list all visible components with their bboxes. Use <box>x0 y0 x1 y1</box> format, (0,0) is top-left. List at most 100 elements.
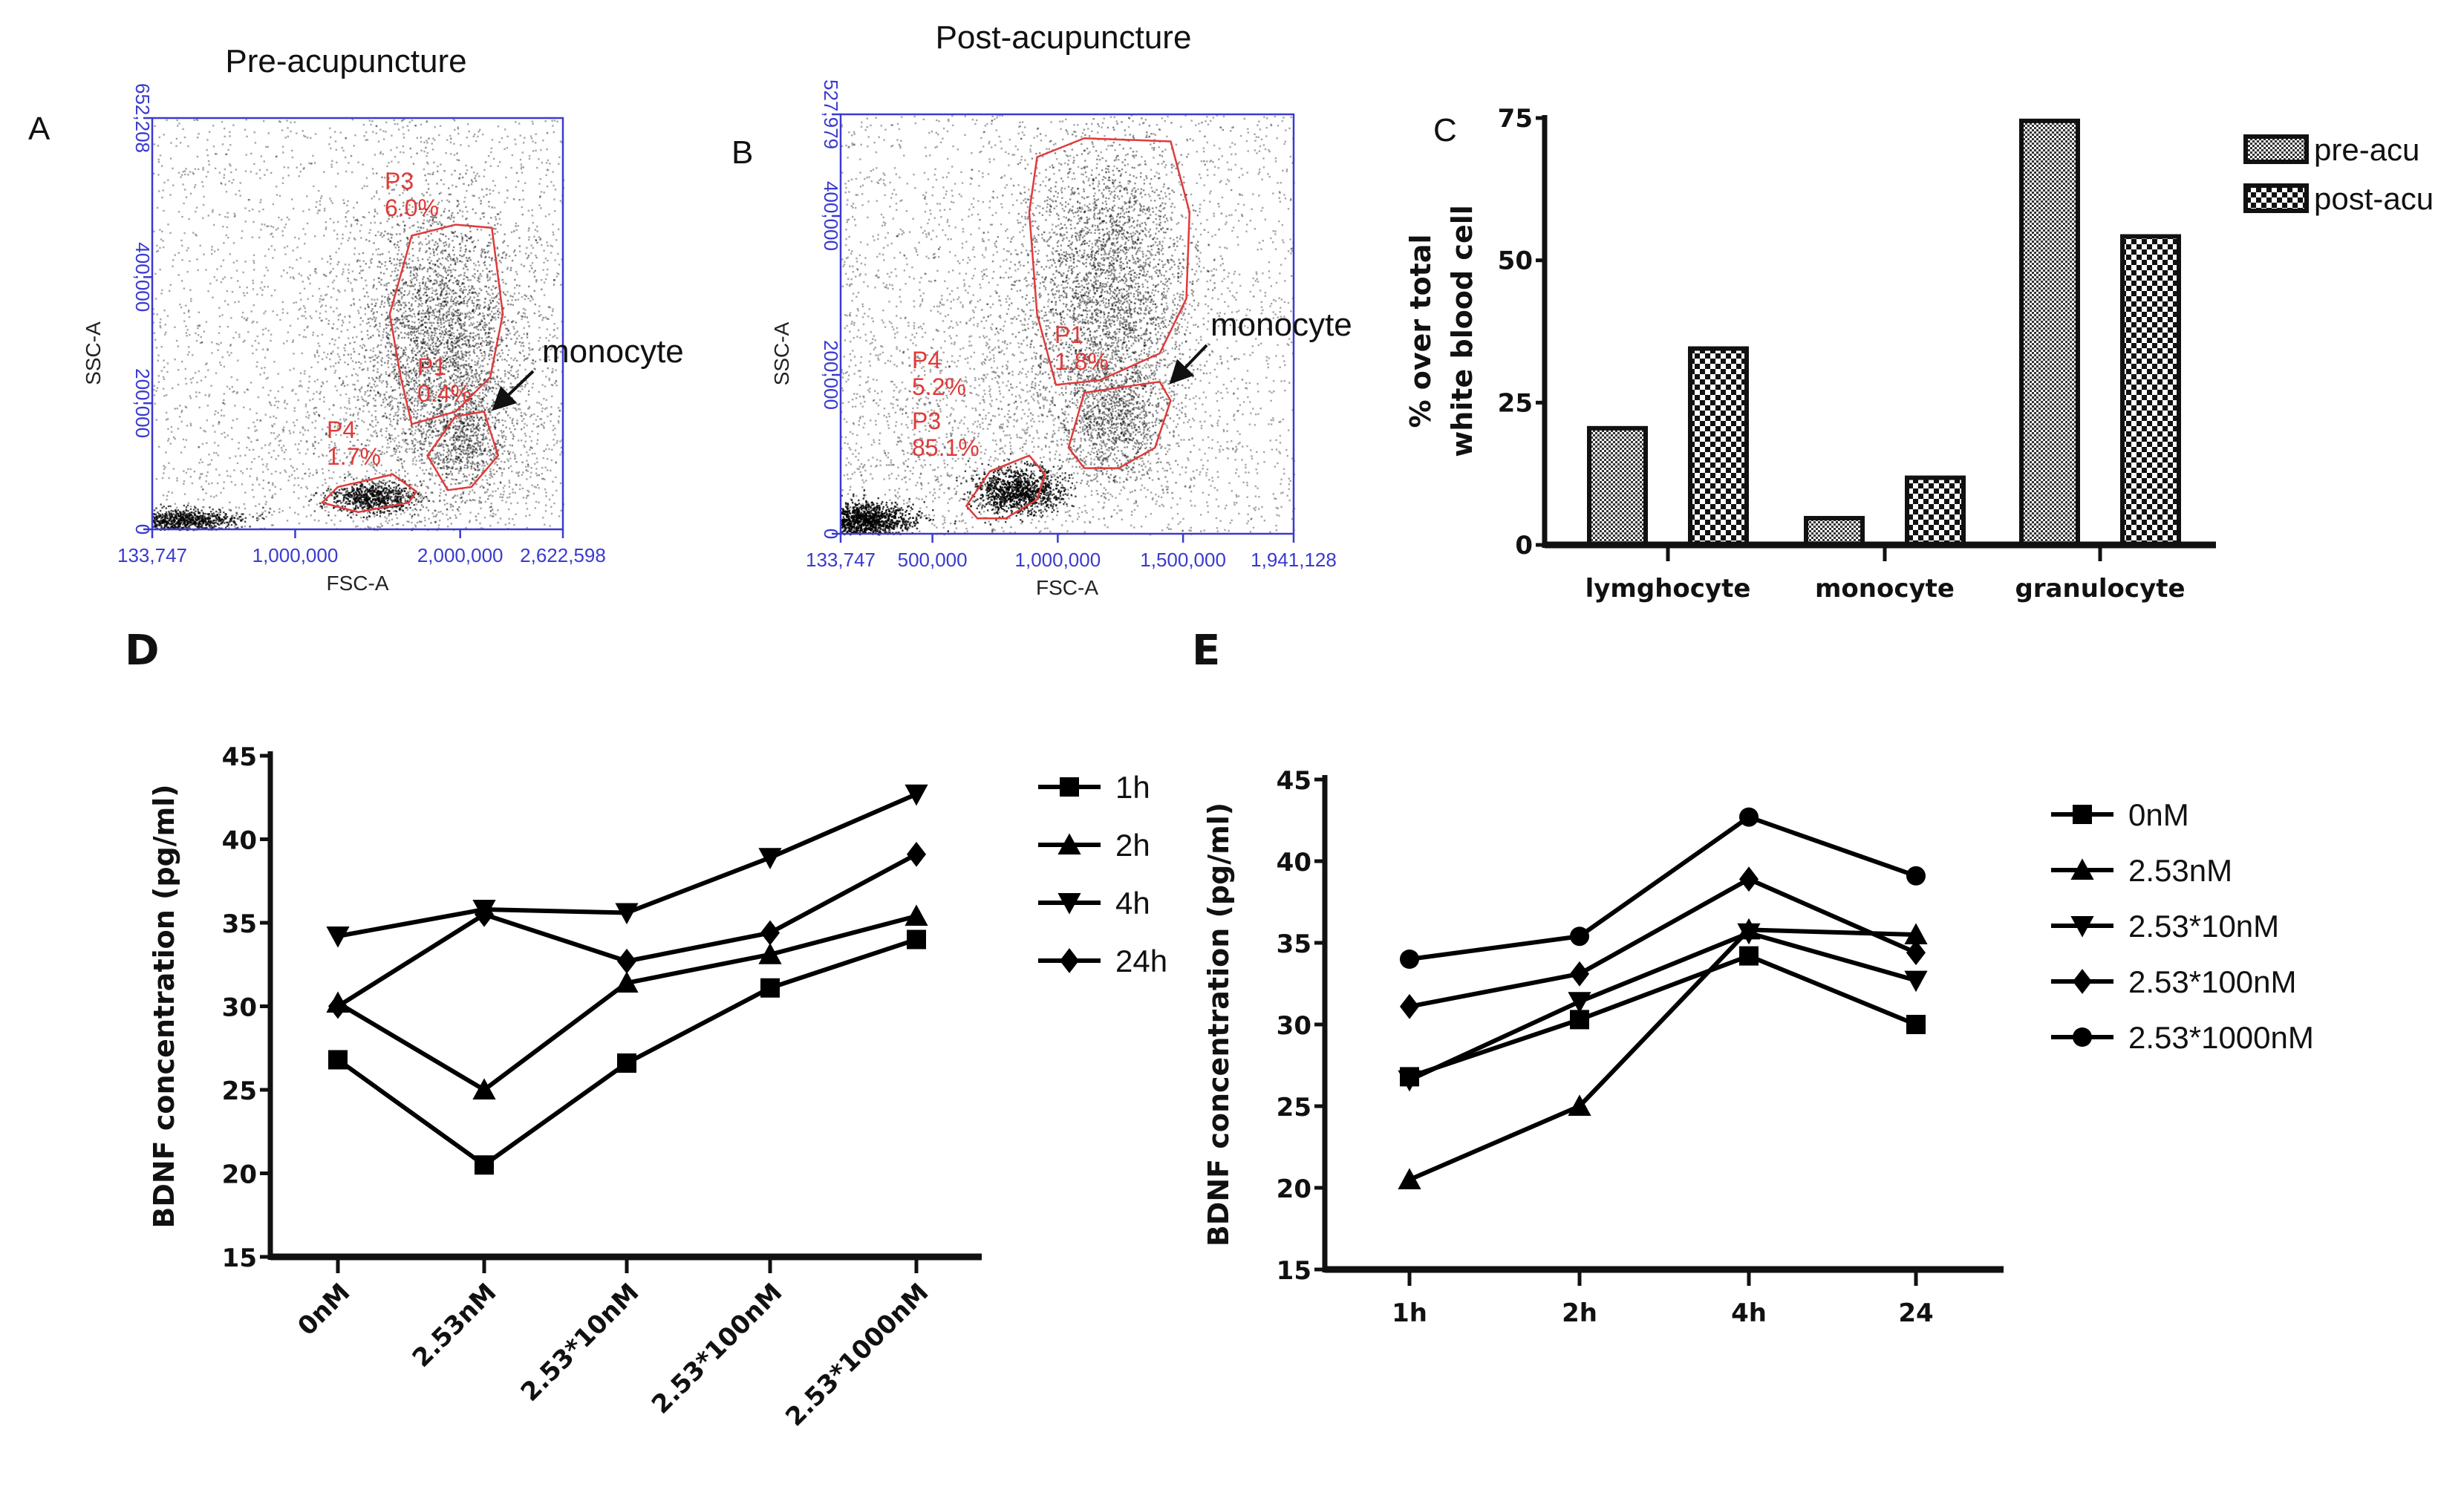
event-dot <box>541 466 544 469</box>
event-dot <box>423 335 426 337</box>
event-dot <box>307 387 310 389</box>
event-dot <box>371 120 374 122</box>
event-dot <box>332 414 334 416</box>
event-dot <box>492 341 495 344</box>
event-dot <box>492 512 495 514</box>
event-dot <box>312 154 314 157</box>
event-dot <box>541 318 544 321</box>
event-dot <box>288 475 290 478</box>
event-dot <box>549 163 551 165</box>
event-dot <box>418 370 420 373</box>
event-dot <box>345 137 347 140</box>
event-dot <box>385 355 388 357</box>
event-dot <box>438 192 440 195</box>
event-dot <box>501 137 503 140</box>
event-dot <box>263 120 265 122</box>
event-dot <box>248 199 251 201</box>
event-dot <box>422 310 424 312</box>
event-dot <box>454 362 457 364</box>
event-dot <box>185 439 188 441</box>
event-dot <box>495 394 498 396</box>
event-dot <box>477 342 479 345</box>
event-dot <box>405 451 408 454</box>
event-dot <box>528 342 530 344</box>
event-dot <box>448 387 451 389</box>
event-dot <box>315 268 317 270</box>
event-dot <box>382 474 385 477</box>
event-dot <box>368 306 370 309</box>
event-dot <box>455 301 457 304</box>
event-dot <box>270 295 273 297</box>
event-dot <box>425 301 427 304</box>
event-dot <box>201 442 204 445</box>
event-dot <box>411 509 414 512</box>
event-dot <box>521 206 523 209</box>
event-dot <box>320 439 322 441</box>
event-dot <box>431 367 433 370</box>
event-dot <box>528 157 531 160</box>
event-dot <box>544 523 546 526</box>
event-dot <box>516 419 518 422</box>
event-dot <box>284 407 287 410</box>
event-dot <box>450 271 452 274</box>
event-dot <box>548 448 550 451</box>
event-dot <box>546 444 549 446</box>
event-dot <box>428 287 431 290</box>
event-dot <box>426 457 428 460</box>
event-dot <box>198 133 200 135</box>
event-dot <box>339 422 342 425</box>
event-dot <box>446 258 448 261</box>
event-dot <box>498 396 500 398</box>
event-dot <box>515 370 518 373</box>
event-dot <box>529 135 532 137</box>
event-dot <box>466 376 469 379</box>
event-dot <box>432 337 434 339</box>
event-dot <box>422 342 424 344</box>
event-dot <box>320 197 322 200</box>
event-dot <box>229 475 232 477</box>
event-dot <box>322 454 325 457</box>
event-dot <box>469 408 472 411</box>
event-dot <box>414 125 417 127</box>
event-dot <box>418 455 420 457</box>
event-dot <box>411 439 413 442</box>
event-dot <box>384 412 386 415</box>
event-dot <box>442 461 444 464</box>
event-dot <box>437 223 440 225</box>
event-dot <box>290 465 293 467</box>
event-dot <box>385 451 388 454</box>
event-dot <box>360 269 362 272</box>
event-dot <box>480 485 483 487</box>
event-dot <box>342 321 345 324</box>
event-dot <box>460 261 463 263</box>
event-dot <box>274 289 276 292</box>
event-dot <box>538 236 540 238</box>
event-dot <box>402 349 405 352</box>
event-dot <box>397 290 399 292</box>
event-dot <box>460 335 462 337</box>
event-dot <box>487 250 490 252</box>
event-dot <box>291 267 294 269</box>
event-dot <box>364 361 367 363</box>
event-dot <box>500 261 502 264</box>
event-dot <box>229 131 231 134</box>
event-dot <box>236 391 238 393</box>
event-dot <box>388 162 390 164</box>
event-dot <box>452 459 454 461</box>
event-dot <box>302 427 304 430</box>
event-dot <box>426 121 428 123</box>
event-dot <box>158 190 160 192</box>
event-dot <box>485 339 487 341</box>
event-dot <box>388 298 391 301</box>
event-dot <box>264 223 266 226</box>
event-dot <box>265 515 267 518</box>
event-dot <box>458 336 461 338</box>
event-dot <box>353 384 356 386</box>
event-dot <box>254 142 257 144</box>
event-dot <box>469 512 472 514</box>
event-dot <box>268 444 270 446</box>
event-dot <box>464 196 466 199</box>
event-dot <box>284 223 287 226</box>
event-dot <box>230 171 232 174</box>
event-dot <box>389 257 391 259</box>
